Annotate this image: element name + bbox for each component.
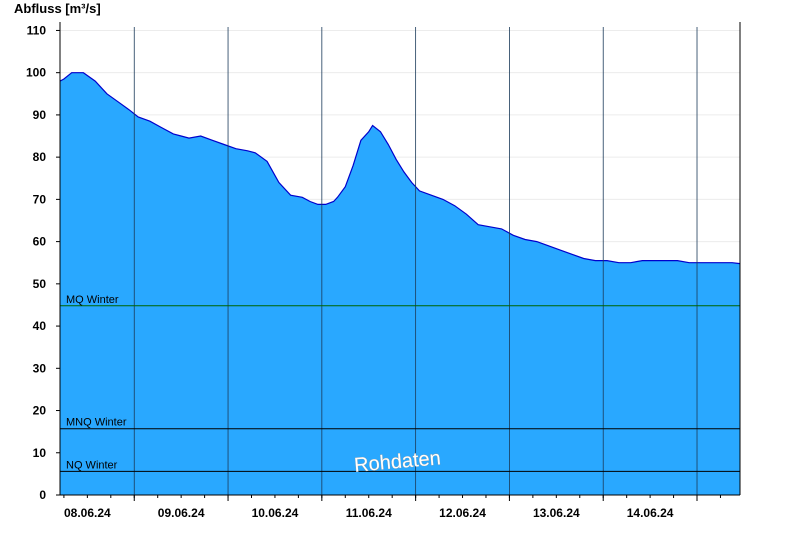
reference-lines: MQ Winter MNQ Winter NQ Winter	[60, 294, 740, 472]
y-tick-label: 0	[39, 488, 46, 502]
y-tick-label: 10	[33, 446, 47, 460]
x-tick-label: 11.06.24	[346, 506, 392, 520]
y-tick-label: 50	[33, 277, 47, 291]
y-tick-label: 20	[33, 404, 47, 418]
reference-line-label: MQ Winter	[66, 294, 119, 306]
y-tick-label: 30	[33, 361, 47, 375]
reference-line-label: MNQ Winter	[66, 417, 127, 429]
x-tick-label: 09.06.24	[158, 506, 205, 520]
x-tick-label: 12.06.24	[439, 506, 486, 520]
x-tick-label: 10.06.24	[252, 506, 299, 520]
y-tick-label: 80	[33, 150, 47, 164]
y-axis: 0 10 20 30 40 50 60 70 80 90 100 110	[26, 23, 60, 502]
y-tick-label: 90	[33, 108, 47, 122]
day-boundary-lines	[133, 27, 698, 495]
y-tick-label: 60	[33, 235, 47, 249]
y-tick-label: 70	[33, 192, 47, 206]
y-tick-label: 100	[26, 66, 46, 80]
reference-line-label: NQ Winter	[66, 459, 118, 471]
x-tick-label: 08.06.24	[64, 506, 111, 520]
discharge-area	[60, 72, 740, 495]
discharge-line	[59, 72, 741, 265]
y-tick-label: 110	[27, 23, 47, 37]
y-tick-label: 40	[33, 319, 47, 333]
x-tick-label: 13.06.24	[533, 506, 580, 520]
x-tick-label: 14.06.24	[627, 506, 674, 520]
x-axis: 08.06.24 09.06.24 10.06.24 11.06.24 12.06.24…	[63, 495, 721, 520]
y-axis-title: Abfluss [m³/s]	[14, 1, 101, 16]
